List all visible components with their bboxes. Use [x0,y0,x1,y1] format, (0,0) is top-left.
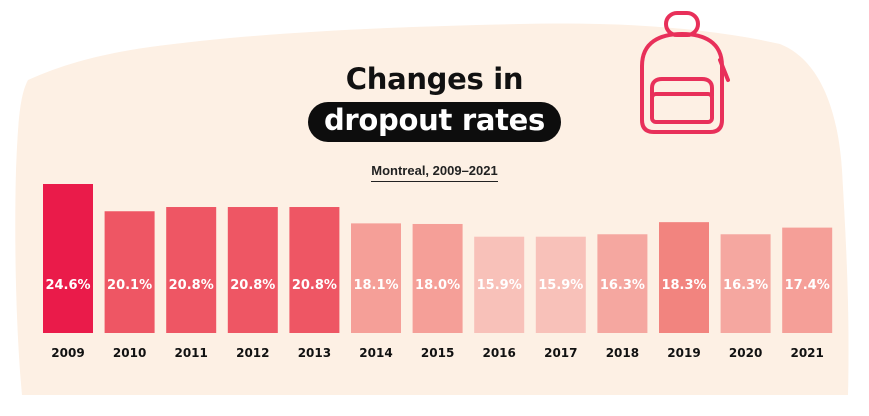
bar-value-label: 16.3% [723,278,768,293]
bar-value-label: 18.0% [415,278,460,293]
bar-value-label: 20.8% [169,278,214,293]
bar-2015 [412,223,463,333]
x-tick-label: 2014 [359,346,392,360]
x-tick-label: 2011 [174,346,207,360]
chart-title-line2: dropout rates [307,102,562,142]
x-tick-label: 2013 [298,346,331,360]
bar-2017 [535,236,586,333]
x-tick-label: 2015 [421,346,454,360]
bar-value-label: 18.3% [661,278,706,293]
x-tick-label: 2021 [790,346,823,360]
bar-value-label: 24.6% [45,278,90,293]
chart-title-line1: Changes in [345,62,524,96]
bar-value-label: 15.9% [477,278,522,293]
x-tick-label: 2010 [113,346,146,360]
x-tick-label: 2019 [667,346,700,360]
bar-2012 [227,207,278,333]
bar-2020 [720,234,771,333]
chart-subtitle: Montreal, 2009–2021 [371,163,498,182]
x-tick-label: 2018 [606,346,639,360]
bar-2009 [43,184,93,333]
bar-value-label: 20.8% [292,278,337,293]
bar-value-label: 20.1% [107,278,152,293]
bar-2018 [597,234,648,333]
x-tick-label: 2012 [236,346,269,360]
bar-value-label: 17.4% [785,278,830,293]
backpack-icon [640,11,730,134]
bar-2011 [166,207,217,333]
bar-value-label: 16.3% [600,278,645,293]
bar-2010 [104,211,155,333]
x-tick-label: 2020 [729,346,762,360]
x-tick-label: 2009 [51,346,84,360]
x-tick-label: 2017 [544,346,577,360]
bar-value-label: 20.8% [230,278,275,293]
x-tick-label: 2016 [482,346,515,360]
bar-2019 [659,222,709,333]
bar-2021 [782,227,833,333]
bar-2014 [351,223,401,333]
bar-2016 [474,236,525,333]
bar-value-label: 18.1% [353,278,398,293]
bar-value-label: 15.9% [538,278,583,293]
bar-2013 [289,207,340,333]
